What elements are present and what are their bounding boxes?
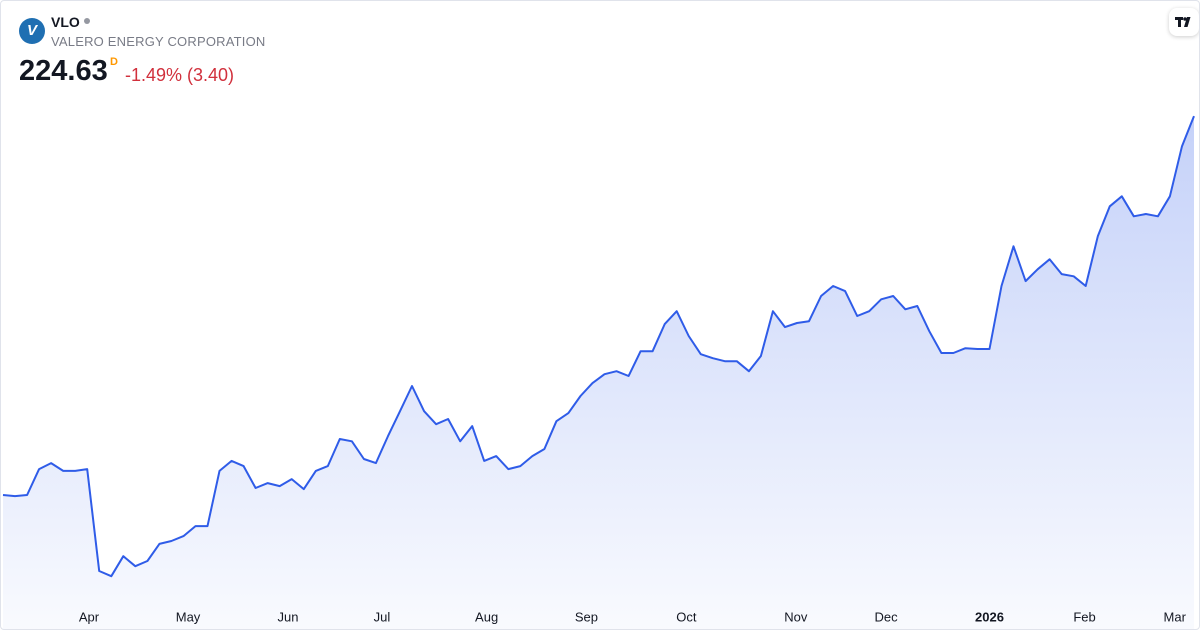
price-line [2, 115, 1195, 578]
price: 224.63 [19, 55, 108, 87]
x-tick-label: Nov [784, 609, 808, 624]
x-tick-label: Feb [1073, 609, 1095, 624]
company-name: VALERO ENERGY CORPORATION [51, 34, 266, 49]
x-tick-label: Jun [278, 609, 299, 624]
brand-logo[interactable] [1169, 8, 1199, 36]
area-fill [3, 116, 1194, 629]
price-flag: D [110, 56, 118, 68]
x-tick-label: Aug [475, 609, 498, 624]
x-tick-label: Apr [79, 609, 100, 624]
x-tick-label: May [176, 609, 201, 624]
x-tick-label: Mar [1164, 609, 1187, 624]
x-tick-label: Sep [575, 609, 598, 624]
price-change: -1.49% (3.40) [125, 65, 235, 85]
x-tick-label: 2026 [975, 609, 1004, 624]
x-tick-label: Oct [676, 609, 697, 624]
symbol: VLO [51, 14, 80, 30]
brand-icon [1175, 17, 1191, 27]
x-tick-label: Jul [374, 609, 391, 624]
company-logo: V [19, 18, 45, 44]
x-tick-label: Dec [874, 609, 898, 624]
status-dot [84, 18, 90, 24]
